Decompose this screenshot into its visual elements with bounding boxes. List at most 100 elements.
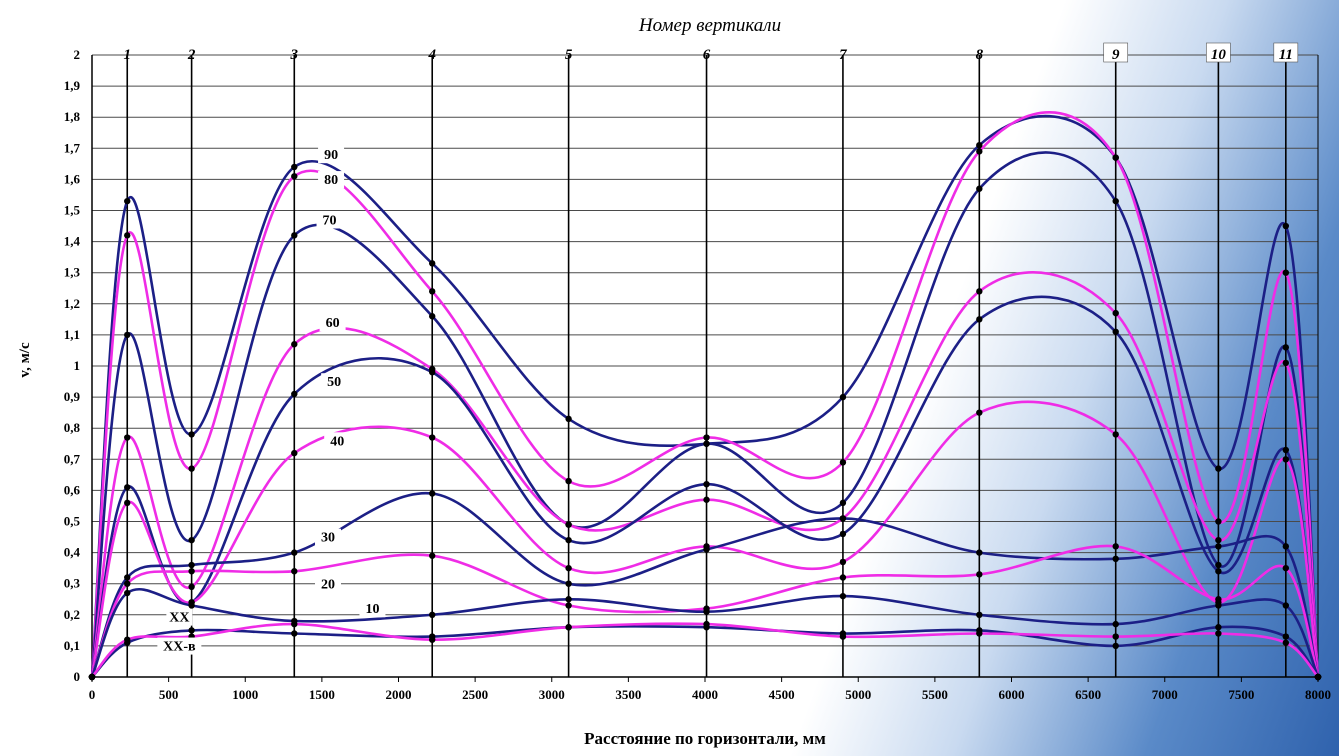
vertical-label: 9 <box>1112 47 1120 63</box>
data-point <box>976 630 983 637</box>
series-label-bg <box>319 314 346 332</box>
series-label: 80 <box>324 173 338 188</box>
vertical-number-labels: 1 2 3 4 5 6 7 8 9 10 11 <box>123 42 1299 63</box>
series-label-bg <box>324 432 351 450</box>
data-point <box>976 316 983 323</box>
series-label: XX <box>169 611 189 626</box>
data-point <box>565 596 572 603</box>
series-line-70 <box>90 151 1320 678</box>
data-point <box>976 141 983 149</box>
data-point <box>1112 309 1119 317</box>
data-point <box>188 465 195 472</box>
data-point <box>976 549 983 556</box>
x-tick-label: 8000 <box>1305 687 1331 702</box>
y-tick-label: 0,7 <box>64 451 81 466</box>
data-point <box>1215 596 1222 603</box>
data-point <box>291 449 298 457</box>
y-tick-label: 1,4 <box>64 234 81 249</box>
vertical-label-box <box>1206 42 1231 63</box>
data-point <box>839 558 847 566</box>
series-label: 60 <box>326 316 340 331</box>
data-point <box>1215 630 1222 637</box>
series-label: 90 <box>324 148 338 163</box>
data-point <box>1282 456 1290 463</box>
data-point <box>703 434 710 441</box>
vertical-label: 3 <box>290 47 299 63</box>
x-tick-label: 3500 <box>615 687 641 702</box>
y-tick-label: 2 <box>74 47 81 62</box>
data-point <box>703 480 710 488</box>
data-point <box>565 521 572 528</box>
data-point <box>565 602 572 609</box>
data-point <box>976 288 983 295</box>
data-point <box>124 197 131 205</box>
y-tick-label: 0,4 <box>64 545 81 560</box>
tick-labels: 0 0,1 0,2 0,3 0,4 0,5 0,6 0,7 0,8 0,9 1 1,1 1,2 1,3 1,… <box>64 47 1331 702</box>
data-point <box>291 390 298 398</box>
data-point <box>1215 561 1222 569</box>
data-point <box>1215 465 1222 472</box>
vertical-label: 4 <box>427 47 436 63</box>
data-point <box>291 620 298 628</box>
vertical-label: 11 <box>1279 47 1293 63</box>
data-point <box>565 624 572 631</box>
x-tick-label: 5500 <box>922 687 948 702</box>
x-tick-label: 4500 <box>769 687 795 702</box>
data-point <box>1215 543 1222 550</box>
x-tick-label: 2000 <box>386 687 412 702</box>
data-point <box>839 574 847 581</box>
data-point <box>565 415 572 423</box>
series-label: 30 <box>321 531 335 546</box>
data-point <box>291 549 298 556</box>
y-tick-label: 1,8 <box>64 109 81 124</box>
data-point <box>976 185 983 192</box>
data-point <box>1112 197 1119 205</box>
y-tick-label: 0,2 <box>64 607 80 622</box>
y-tick-label: 1,2 <box>64 296 80 311</box>
series-label: XX-в <box>163 640 196 655</box>
y-tick-label: 1,9 <box>64 78 81 93</box>
data-point <box>976 611 983 618</box>
series-line-XX <box>91 624 1320 678</box>
series-label: 50 <box>327 375 341 390</box>
data-point <box>976 148 983 155</box>
data-point <box>124 574 131 581</box>
data-point <box>839 515 847 522</box>
y-tick-label: 1,3 <box>64 265 81 280</box>
data-point <box>1282 446 1290 454</box>
data-point <box>839 459 847 466</box>
data-point <box>291 232 298 239</box>
data-point <box>188 602 195 609</box>
data-point <box>1282 639 1290 646</box>
data-point <box>1282 344 1290 351</box>
vertical-label: 6 <box>703 47 711 63</box>
data-point <box>124 499 131 507</box>
data-point <box>1112 328 1119 335</box>
y-tick-label: 0,6 <box>64 482 81 497</box>
data-point <box>1112 543 1119 550</box>
data-point <box>839 393 847 401</box>
data-point <box>1112 431 1119 438</box>
data-point <box>703 608 710 615</box>
grid-layer <box>91 54 1319 682</box>
data-point <box>839 592 847 600</box>
vertical-label-box <box>1103 42 1129 63</box>
series-line-60 <box>90 271 1320 678</box>
data-point <box>291 568 298 575</box>
x-tick-label: 0 <box>89 687 96 702</box>
data-point <box>703 620 710 628</box>
data-point <box>429 434 436 441</box>
y-tick-label: 1,7 <box>64 140 81 155</box>
data-point <box>188 568 195 575</box>
data-point <box>839 499 847 507</box>
data-point <box>124 232 131 239</box>
data-point <box>429 313 436 320</box>
series-label-bg <box>157 637 202 655</box>
data-point <box>1282 564 1290 572</box>
series-label-bg <box>359 600 386 618</box>
x-tick-label: 1500 <box>309 687 335 702</box>
series-annotations: 90 80 70 60 50 40 30 20 10 XX XX-в <box>157 146 386 655</box>
x-axis-label: Расстояние по горизонтали, мм <box>584 729 826 748</box>
series-line-30 <box>90 491 1320 678</box>
